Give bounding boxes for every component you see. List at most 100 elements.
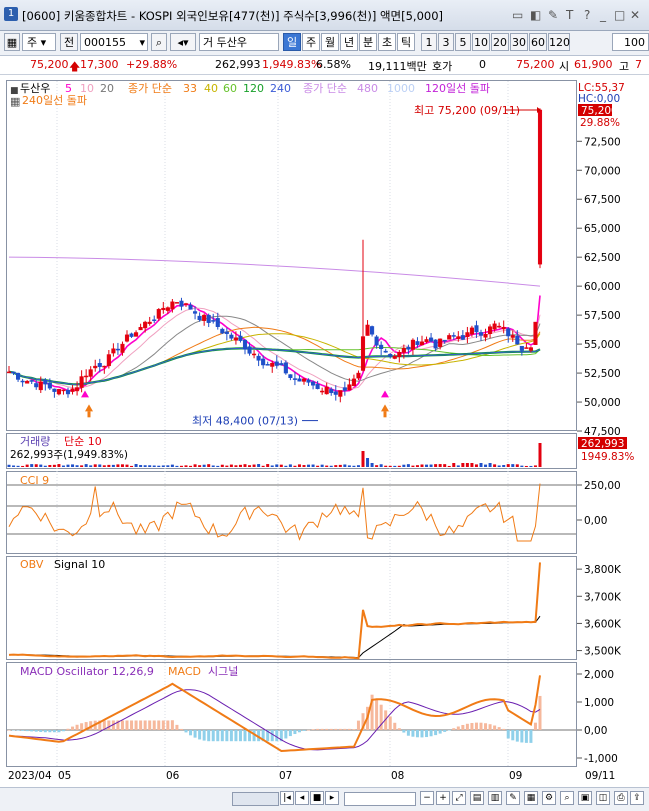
- text-icon[interactable]: T: [566, 8, 574, 22]
- candle-body: [229, 334, 234, 339]
- macd-oscillator-bar: [352, 729, 356, 730]
- volume-bar: [275, 464, 279, 467]
- help-icon[interactable]: ?: [584, 8, 591, 22]
- period-tab-2[interactable]: 월: [321, 33, 339, 51]
- turnover-pct: 6.58%: [316, 58, 351, 71]
- macd-oscillator-bar: [452, 728, 456, 730]
- stop-icon[interactable]: ■: [310, 791, 324, 805]
- period-tab-3[interactable]: 년: [340, 33, 358, 51]
- period-tab-6[interactable]: 틱: [397, 33, 415, 51]
- candle-body: [370, 326, 375, 335]
- stock-code-input[interactable]: 000155 ▾: [80, 33, 148, 51]
- restore-layout-icon[interactable]: ▭: [512, 8, 524, 22]
- period-tab-5[interactable]: 초: [378, 33, 396, 51]
- volume-bar: [456, 465, 460, 467]
- volume-bar: [202, 464, 206, 467]
- macd-oscillator-bar: [179, 728, 183, 730]
- layout-icon[interactable]: ▣: [578, 791, 592, 805]
- zoom-slider[interactable]: [344, 792, 416, 806]
- indicator-icon[interactable]: ▤: [470, 791, 484, 805]
- scroll-track[interactable]: [232, 792, 279, 806]
- stock-name-field[interactable]: 거 두산우: [199, 33, 279, 51]
- macd-oscillator-bar: [202, 730, 206, 741]
- volume-bar: [211, 465, 215, 467]
- interval-button-5[interactable]: 5: [455, 33, 471, 51]
- macd-oscillator-bar: [234, 730, 238, 742]
- interval-button-1[interactable]: 1: [421, 33, 437, 51]
- macd-oscillator-bar: [229, 730, 233, 742]
- volume-bar: [452, 463, 456, 467]
- scroll-prev-icon[interactable]: ◂: [295, 791, 309, 805]
- volume-bar: [43, 465, 47, 467]
- macd-oscillator-bar: [80, 723, 84, 730]
- high-label: 고: [619, 60, 630, 73]
- prev-button[interactable]: 전: [60, 33, 78, 51]
- volume-bar: [175, 465, 179, 467]
- interval-button-60[interactable]: 60: [529, 33, 547, 51]
- candle-body: [429, 337, 434, 342]
- macd-oscillator-bar: [388, 716, 392, 730]
- candle-body: [365, 324, 370, 336]
- candle-body: [519, 345, 524, 351]
- period-tab-0[interactable]: 일: [283, 33, 301, 51]
- trade-amount: 19,111백만: [368, 60, 427, 73]
- speaker-icon[interactable]: ◂▾: [170, 33, 196, 51]
- candle-body: [156, 309, 161, 319]
- period-tab-1[interactable]: 주: [302, 33, 320, 51]
- scroll-next-icon[interactable]: ▸: [325, 791, 339, 805]
- fit-icon[interactable]: ⤢: [452, 791, 466, 805]
- macd-oscillator-bar: [134, 720, 138, 730]
- obv-axis-label: 3,800K: [584, 564, 622, 576]
- export-icon[interactable]: ⇪: [630, 791, 644, 805]
- interval-button-10[interactable]: 10: [472, 33, 490, 51]
- volume-bar: [143, 465, 147, 467]
- graph-icon[interactable]: ▦: [524, 791, 538, 805]
- drawing-icon[interactable]: ✎: [506, 791, 520, 805]
- hoga-value: 0: [479, 58, 486, 71]
- candle-body: [451, 335, 456, 337]
- price-axis-label: 72,500: [584, 136, 621, 148]
- interval-button-120[interactable]: 120: [548, 33, 570, 51]
- settings-icon[interactable]: ⚙: [542, 791, 556, 805]
- volume-bar: [189, 465, 193, 467]
- candle-body: [401, 347, 406, 353]
- candle-body: [301, 378, 307, 382]
- split-icon[interactable]: ◫: [596, 791, 610, 805]
- volume-bar: [497, 465, 501, 467]
- scroll-first-icon[interactable]: |◂: [280, 791, 294, 805]
- period-tab-4[interactable]: 분: [359, 33, 377, 51]
- edit-icon[interactable]: ✎: [548, 8, 559, 22]
- macd-oscillator-bar: [116, 720, 120, 730]
- candle-body: [6, 371, 12, 374]
- macd-oscillator-bar: [16, 730, 20, 731]
- legend-box-icon: ■: [10, 86, 19, 96]
- macd-oscillator-bar: [456, 726, 460, 730]
- volume-bar: [130, 465, 134, 467]
- macd-oscillator-bar: [484, 723, 488, 730]
- zoom-out-icon[interactable]: −: [420, 791, 434, 805]
- maximize-icon[interactable]: □: [614, 8, 626, 22]
- print-icon[interactable]: ⎙: [614, 791, 628, 805]
- obv-axis-label: 3,500K: [584, 646, 622, 658]
- volume-bar: [252, 464, 256, 467]
- stock-chart[interactable]: 72,500 70,000 67,500 65,000 62,500 60,000 57,5…: [0, 75, 649, 787]
- minimize-icon[interactable]: _: [600, 8, 606, 22]
- compare-icon[interactable]: ▥: [488, 791, 502, 805]
- split-view-icon[interactable]: ◧: [530, 8, 542, 22]
- candle-body: [438, 338, 443, 347]
- grid-menu-icon[interactable]: ▦: [4, 33, 20, 51]
- interval-button-3[interactable]: 3: [438, 33, 454, 51]
- interval-button-30[interactable]: 30: [510, 33, 528, 51]
- count-input[interactable]: 100: [612, 33, 649, 51]
- search-icon[interactable]: ⌕: [151, 33, 167, 51]
- obv-title: OBV: [20, 558, 44, 571]
- search-chart-icon[interactable]: ⌕: [560, 791, 574, 805]
- zoom-in-icon[interactable]: +: [436, 791, 450, 805]
- market-select[interactable]: 주 ▾: [22, 33, 56, 51]
- candle-body: [220, 328, 225, 334]
- price-axis-label: 52,500: [584, 368, 621, 380]
- candle-body: [179, 300, 184, 307]
- interval-button-20[interactable]: 20: [491, 33, 509, 51]
- close-icon[interactable]: ✕: [630, 8, 641, 22]
- macd-oscillator-bar: [189, 730, 193, 736]
